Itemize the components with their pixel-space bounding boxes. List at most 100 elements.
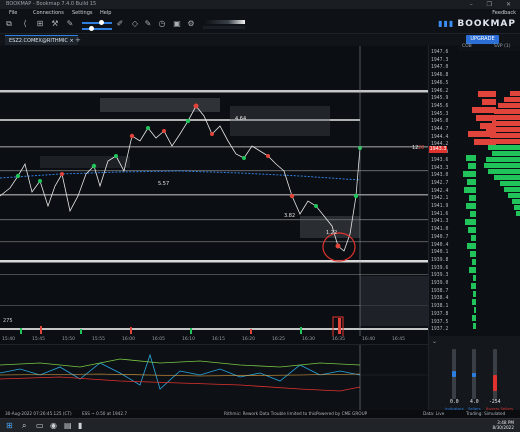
- label-size-1: 4.64: [235, 116, 246, 122]
- heatmap-upper-slider[interactable]: [82, 22, 112, 24]
- time-axis: 15:40 15:45 15:50 15:55 16:00 16:05 16:1…: [0, 336, 428, 344]
- status-connection: Rithmic: Rework Data Trouble limited to …: [224, 411, 317, 416]
- gauge-left-value: 0.0: [450, 400, 459, 405]
- heatmap-canvas[interactable]: 4.64 5.57 3.82 1.22 275: [0, 46, 428, 336]
- windows-start-icon[interactable]: ⊞: [6, 421, 13, 430]
- bookmap-taskbar-icon[interactable]: ▮: [78, 421, 83, 430]
- price-tick: 1939.6: [431, 265, 449, 271]
- tab-bar: ESZ2.COMEX@RITHMIC × +: [0, 35, 520, 45]
- price-tick: 1945.9: [431, 96, 449, 102]
- title-bar: BOOKMAP - Bookmap 7.4.0 Build 15 – ❐ ✕: [0, 0, 520, 9]
- grid-icon[interactable]: ⊞: [36, 19, 44, 28]
- layout-icon[interactable]: ⧉: [6, 19, 12, 28]
- task-view-icon[interactable]: ▭: [36, 421, 44, 430]
- order-book-panel[interactable]: 12 20: [412, 51, 520, 341]
- label-size-2: 5.57: [158, 181, 169, 187]
- side-panel-header: COB SVP (1): [458, 44, 520, 51]
- status-data: Data: Live: [423, 411, 445, 416]
- camera-icon[interactable]: ▣: [173, 19, 181, 28]
- price-tick: 1939.0: [431, 281, 449, 286]
- window-title: BOOKMAP - Bookmap 7.4.0 Build 15: [6, 1, 97, 7]
- menu-help[interactable]: Help: [100, 10, 112, 16]
- collapse-chevron-icon[interactable]: ⌄: [432, 338, 438, 345]
- gauge-left[interactable]: [452, 349, 456, 399]
- price-tick: 1940.1: [431, 250, 449, 256]
- heatmap-lower-thumb[interactable]: [89, 26, 94, 31]
- gauge-right-value: -254: [489, 400, 501, 405]
- time-tick: 16:40: [362, 337, 375, 342]
- highlight-box: [332, 316, 344, 336]
- price-tick: 1941.3: [431, 219, 449, 225]
- menu-feedback[interactable]: Feedback: [492, 10, 516, 16]
- indicator-line-blue: [0, 353, 361, 390]
- indicator-line-red: [0, 376, 361, 392]
- col-svp: SVP (1): [494, 44, 511, 49]
- col-cob: COB: [462, 44, 472, 49]
- system-clock[interactable]: 3:48 PM 8/30/2022: [492, 420, 514, 430]
- book-size-label-red: 20: [418, 145, 425, 151]
- logo-bars-icon: ▮▮▮: [438, 19, 455, 28]
- browser-icon[interactable]: ◉: [50, 421, 57, 430]
- menu-file[interactable]: File: [9, 10, 18, 16]
- time-tick: 15:55: [92, 337, 105, 342]
- price-tick: 1943.6: [431, 157, 449, 163]
- price-tick: 1938.7: [431, 288, 449, 294]
- time-tick: 15:40: [2, 337, 15, 342]
- folder-icon[interactable]: ▤: [64, 421, 72, 430]
- status-datetime: 30-Aug-2022 07:26:45.125 (CT): [5, 411, 72, 416]
- price-tick: 1945.0: [431, 119, 449, 125]
- tab-instrument[interactable]: ESZ2.COMEX@RITHMIC ×: [5, 35, 78, 45]
- status-powered: Powered by CME GROUP: [316, 411, 368, 416]
- menu-bar: File Connections Settings Help Feedback: [0, 9, 520, 17]
- heatmap-chart[interactable]: 4.64 5.57 3.82 1.22 275: [0, 46, 428, 336]
- tag-icon[interactable]: ◇: [131, 19, 139, 28]
- price-tick: 1944.7: [431, 127, 449, 132]
- price-tick: 1939.3: [431, 273, 449, 279]
- indicator-pane[interactable]: [0, 344, 428, 411]
- price-axis[interactable]: 1947.6 1947.3 1947.0 1946.8 1946.5 1946.2 1945…: [428, 46, 458, 341]
- gauge-mid-value: 4.0: [470, 400, 479, 405]
- price-tick: 1944.4: [431, 134, 449, 140]
- volume-label: 275: [3, 318, 13, 324]
- gauge-mid[interactable]: [472, 349, 476, 399]
- share-icon[interactable]: ⟨: [23, 19, 27, 28]
- search-icon[interactable]: ⌕: [22, 421, 27, 430]
- heatmap-upper-thumb[interactable]: [99, 20, 104, 25]
- label-size-4: 1.22: [326, 230, 337, 236]
- price-tick: 1943.0: [431, 173, 449, 179]
- time-tick: 16:10: [182, 337, 195, 342]
- gauge-right[interactable]: [493, 349, 497, 399]
- add-tab-button[interactable]: +: [75, 36, 81, 44]
- heatmap-lower-slider[interactable]: [82, 28, 112, 30]
- price-line: [0, 105, 361, 252]
- upgrade-button[interactable]: UPGRADE: [466, 35, 499, 44]
- price-tick: 1940.7: [431, 234, 449, 240]
- time-tick: 16:30: [302, 337, 315, 342]
- price-tick: 1937.8: [431, 311, 449, 317]
- last-price-marker: 1943.3: [429, 146, 447, 153]
- gauge-right-label: Buyers Sellers: [486, 406, 514, 411]
- wrench-icon[interactable]: ⚒: [51, 19, 59, 28]
- depth-profile: [463, 91, 520, 329]
- indicator-line-orange: [0, 373, 361, 377]
- edit-icon[interactable]: ✎: [144, 19, 152, 28]
- close-tab-icon[interactable]: ×: [69, 38, 74, 44]
- window-controls[interactable]: – ❐ ✕: [469, 1, 517, 8]
- settings-gear-icon[interactable]: ⚙: [187, 19, 195, 28]
- price-tick: 1941.9: [431, 204, 449, 209]
- time-tick: 16:45: [392, 337, 405, 342]
- trade-dots: [15, 103, 362, 249]
- clock-icon[interactable]: ◷: [158, 19, 166, 28]
- time-tick: 16:00: [122, 337, 135, 342]
- time-tick: 16:20: [242, 337, 255, 342]
- draw-icon[interactable]: ✐: [116, 19, 124, 28]
- menu-connections[interactable]: Connections: [33, 10, 64, 16]
- gradient-scale[interactable]: [203, 20, 245, 30]
- price-tick: 1946.8: [431, 73, 449, 79]
- menu-settings[interactable]: Settings: [72, 10, 93, 16]
- book-size-label: 12: [412, 145, 419, 151]
- pencil-icon[interactable]: ✎: [66, 19, 74, 28]
- time-tick: 16:05: [152, 337, 165, 342]
- price-tick: 1942.7: [431, 180, 449, 186]
- vwap-line: [0, 170, 361, 181]
